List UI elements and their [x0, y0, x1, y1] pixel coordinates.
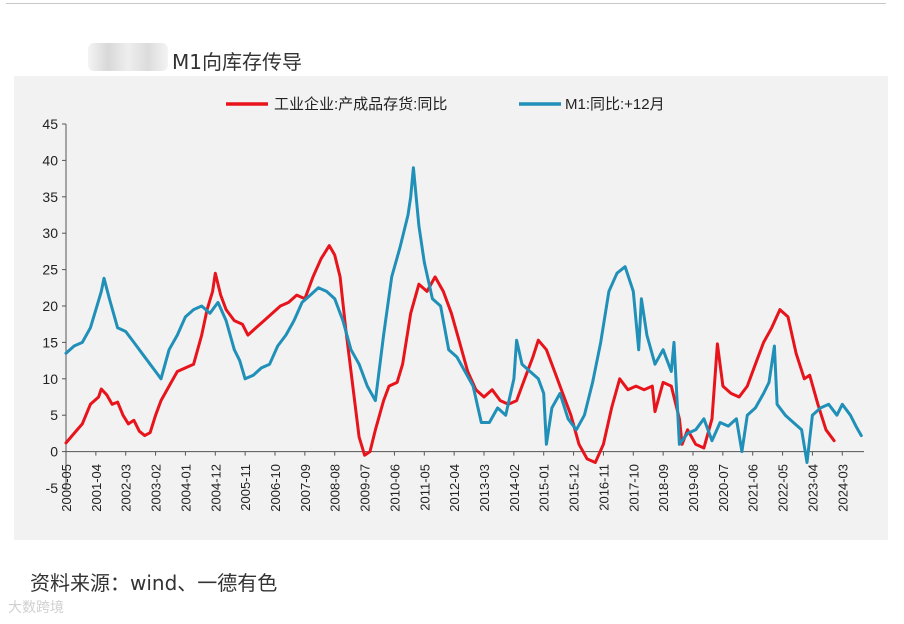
- axes: -5 0 5 10 15 20 25 30 35 40 45 2000-05 2001-04 2002-0…: [42, 116, 864, 512]
- legend-label-2: M1:同比:+12月: [565, 96, 665, 113]
- page-title: M1向库存传导: [172, 50, 302, 74]
- x-tick-label: 2017-10: [626, 464, 641, 512]
- y-tick-label: 15: [42, 334, 58, 350]
- x-tick-label: 2011-05: [417, 464, 432, 511]
- x-tick-label: 2001-04: [89, 464, 104, 512]
- x-tick-label: 2019-08: [686, 464, 701, 512]
- y-tick-label: 35: [42, 189, 58, 205]
- series-line-1: [64, 244, 836, 464]
- y-tick-label: 40: [42, 152, 58, 168]
- y-tick-label: 5: [50, 407, 58, 423]
- x-tick-label: 2004-12: [208, 464, 223, 512]
- legend-label-1: 工业企业:产成品存货:同比: [274, 95, 447, 113]
- y-tick-label: 25: [42, 262, 58, 278]
- x-tick-label: 2014-02: [507, 464, 522, 512]
- x-tick-label: 2005-11: [238, 464, 253, 511]
- x-tick-label: 2015-12: [567, 464, 582, 512]
- x-tick-label: 2008-08: [328, 464, 343, 512]
- x-tick-label: 2003-02: [149, 464, 164, 512]
- source-note: 资料来源：wind、一德有色: [30, 571, 278, 595]
- y-tick-label: 45: [42, 116, 58, 132]
- x-tick-label: 2000-05: [59, 464, 74, 512]
- x-tick-label: 2002-03: [119, 464, 134, 512]
- y-tick-label: 20: [42, 298, 58, 314]
- x-tick-label: 2012-04: [447, 464, 462, 512]
- series-line-2: [64, 166, 863, 464]
- top-rule: [6, 3, 886, 4]
- y-tick-label: 30: [42, 225, 58, 241]
- x-tick-label: 2016-11: [596, 464, 611, 511]
- y-tick-label: 10: [42, 371, 58, 387]
- chart-area: 工业企业:产成品存货:同比 M1:同比:+12月 -5 0 5 10 15 20 25 30 35…: [14, 76, 888, 540]
- series-group: [64, 166, 863, 464]
- x-tick-label: 2023-04: [805, 464, 820, 512]
- x-tick-label: 2024-03: [835, 464, 850, 512]
- x-tick-label: 2009-07: [358, 464, 373, 512]
- x-tick-label: 2007-09: [298, 464, 313, 512]
- y-tick-label: 0: [50, 444, 58, 460]
- redacted-logo: [88, 43, 168, 71]
- x-tick-label: 2015-01: [537, 464, 552, 512]
- watermark-text: 大数跨境: [8, 600, 64, 616]
- x-tick-label: 2018-09: [656, 464, 671, 512]
- x-tick-label: 2010-06: [387, 464, 402, 512]
- x-tick-label: 2021-06: [746, 464, 761, 512]
- legend: 工业企业:产成品存货:同比 M1:同比:+12月: [226, 95, 665, 113]
- x-tick-label: 2022-05: [776, 464, 791, 512]
- x-tick-label: 2006-10: [268, 464, 283, 512]
- x-tick-label: 2013-03: [477, 464, 492, 512]
- x-tick-label: 2020-07: [716, 464, 731, 512]
- line-chart: 工业企业:产成品存货:同比 M1:同比:+12月 -5 0 5 10 15 20 25 30 35…: [42, 95, 864, 512]
- x-tick-label: 2004-01: [178, 464, 193, 512]
- y-tick-label: -5: [46, 480, 59, 496]
